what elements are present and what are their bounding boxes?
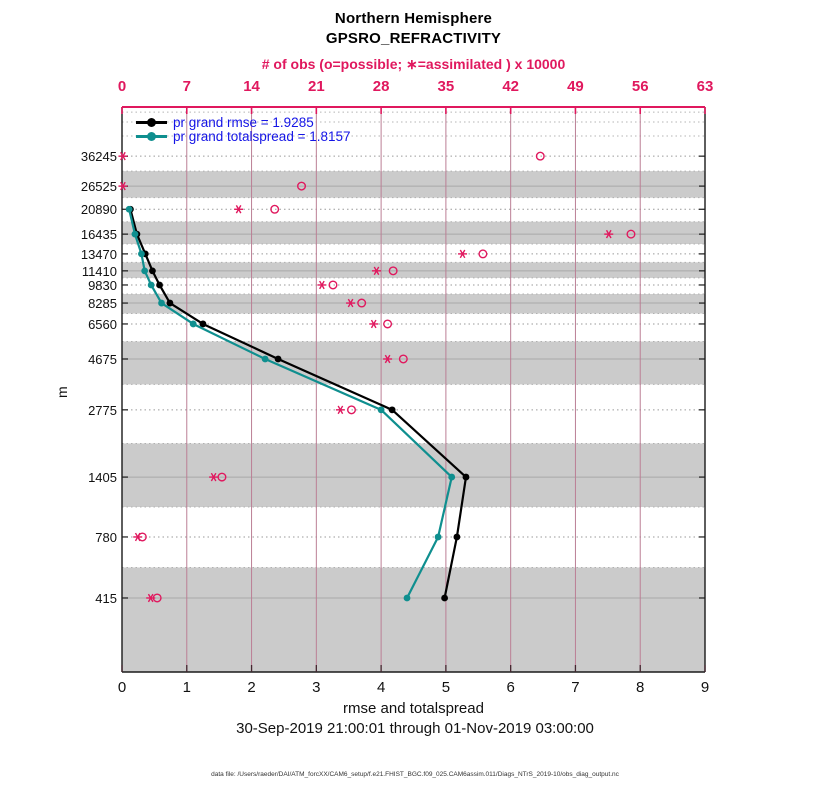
possible-marker [626, 229, 636, 239]
top-tick-label: 63 [696, 78, 714, 95]
plot-area: pr grand rmse = 1.9285 pr grand totalspr… [118, 106, 706, 673]
y-tick-label: 1405 [88, 470, 117, 486]
assimilated-marker [335, 405, 345, 415]
y-tick-label: 4675 [88, 351, 117, 367]
y-tick-label: 8285 [88, 296, 117, 312]
assimilated-marker [118, 181, 128, 191]
possible-marker [346, 405, 356, 415]
y-tick-label: 2775 [88, 402, 117, 418]
legend-dot-totalspread [147, 131, 156, 141]
legend-entry-rmse: pr grand rmse = 1.9285 [136, 114, 351, 130]
y-tick-label: 16435 [80, 227, 117, 243]
x-tick-label: 9 [700, 679, 710, 696]
top-tick-label: 14 [243, 78, 260, 95]
x-tick-label: 0 [117, 679, 127, 696]
y-tick-label: 780 [95, 529, 117, 545]
data-file-note: data file: /Users/raeder/DAI/ATM_forcXX/… [211, 771, 619, 778]
top-tick-label: 7 [182, 78, 191, 95]
legend-line-totalspread [136, 131, 167, 141]
top-tick-label: 56 [631, 78, 649, 95]
assimilated-marker [317, 280, 327, 290]
assimilated-marker [118, 151, 128, 161]
x-tick-label: 6 [506, 679, 515, 696]
top-axis-label: # of obs (o=possible; ∗=assimilated ) x … [261, 56, 566, 72]
assimilated-marker [371, 266, 381, 276]
possible-marker [478, 249, 488, 259]
obs-count-markers [118, 151, 636, 603]
possible-marker [270, 204, 280, 214]
x-tick-label: 5 [441, 679, 451, 696]
x-tick-label: 7 [571, 679, 580, 696]
y-tick-label: 6560 [88, 316, 117, 332]
vertical-gridlines [186, 107, 641, 672]
level-bands [122, 171, 705, 672]
top-tick-label: 0 [117, 78, 127, 95]
assimilated-marker [369, 319, 379, 329]
assimilated-marker [209, 472, 219, 482]
x-tick-label: 1 [182, 679, 191, 696]
possible-marker [535, 151, 545, 161]
assimilated-marker [146, 593, 156, 603]
top-tick-label: 35 [437, 78, 455, 95]
possible-marker [357, 298, 367, 308]
top-tick-label: 21 [307, 78, 325, 95]
y-tick-label: 36245 [80, 149, 117, 165]
chart-svg [118, 106, 706, 673]
possible-marker [383, 319, 393, 329]
y-tick-label: 9830 [88, 277, 117, 293]
top-tick-label: 28 [372, 78, 390, 95]
possible-marker [297, 181, 307, 191]
legend-line-rmse [136, 117, 167, 127]
x-tick-label: 2 [247, 679, 256, 696]
assimilated-marker [346, 298, 356, 308]
y-tick-label: 415 [95, 590, 117, 606]
assimilated-marker [234, 205, 244, 214]
rmse-series [127, 205, 470, 602]
plot-title-line1: Northern Hemisphere [334, 10, 493, 27]
legend-label-totalspread: pr grand totalspread = 1.8157 [173, 128, 351, 144]
legend-label-rmse: pr grand rmse = 1.9285 [173, 114, 314, 130]
horizontal-gridlines [122, 111, 705, 599]
x-tick-label: 8 [636, 679, 645, 696]
assimilated-marker [604, 229, 614, 239]
assimilated-marker [383, 354, 393, 364]
possible-marker [388, 266, 398, 276]
top-tick-label: 42 [502, 78, 519, 95]
totalspread-series [125, 205, 456, 602]
plot-border [121, 106, 706, 673]
assimilated-marker [133, 532, 143, 542]
legend-dot-rmse [147, 117, 156, 127]
y-tick-label: 26525 [80, 179, 117, 195]
y-tick-label: 13470 [80, 246, 117, 262]
legend-entry-totalspread: pr grand totalspread = 1.8157 [136, 128, 351, 144]
legend: pr grand rmse = 1.9285 pr grand totalspr… [136, 114, 351, 144]
possible-marker [328, 280, 338, 290]
y-axis-label: m [54, 386, 70, 398]
possible-marker [217, 472, 227, 482]
x-axis-label: rmse and totalspread [343, 700, 484, 717]
x-tick-label: 3 [312, 679, 321, 696]
y-tick-label: 11410 [81, 263, 117, 279]
y-tick-label: 20890 [80, 202, 117, 218]
date-range-subtitle: 30-Sep-2019 21:00:01 through 01-Nov-2019… [236, 720, 594, 737]
assimilated-marker [458, 249, 468, 259]
plot-title-line2: GPSRO_REFRACTIVITY [325, 30, 502, 47]
x-tick-label: 4 [376, 679, 386, 696]
top-tick-label: 49 [567, 78, 584, 95]
possible-marker [398, 354, 408, 364]
